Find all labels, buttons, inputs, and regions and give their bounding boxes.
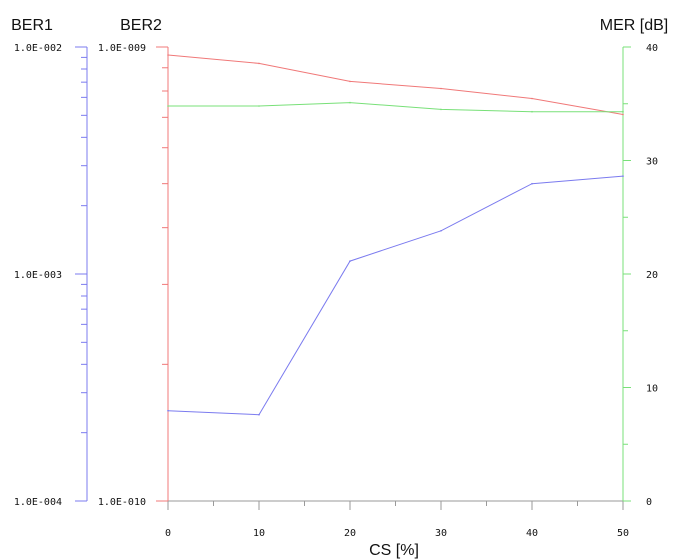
ber2-data-point <box>258 63 260 65</box>
mer-data-point <box>349 102 351 104</box>
x-tick-label: 10 <box>253 528 265 539</box>
ber1-data-point <box>167 410 169 412</box>
ber1-axis-title: BER1 <box>11 17 53 34</box>
ber1-data-point <box>349 260 351 262</box>
mer-series-line <box>168 103 623 112</box>
mer-tick-label: 20 <box>646 270 658 281</box>
mer-tick-label: 10 <box>646 384 658 395</box>
x-tick-label: 50 <box>617 528 629 539</box>
x-axis-title: CS [%] <box>369 542 419 559</box>
mer-axis-title: MER [dB] <box>600 17 668 34</box>
mer-tick-label: 40 <box>646 43 658 54</box>
ber1-tick-label: 1.0E-003 <box>14 270 62 281</box>
ber2-data-point <box>440 88 442 90</box>
ber1-data-point <box>440 230 442 232</box>
ber2-data-point <box>531 98 533 100</box>
mer-data-point <box>167 105 169 107</box>
series-group <box>167 54 624 415</box>
x-tick-label: 0 <box>165 528 171 539</box>
ber2-tick-label: 1.0E-010 <box>98 497 146 508</box>
ber2-tick-label: 1.0E-009 <box>98 43 146 54</box>
mer-tick-label: 0 <box>646 497 652 508</box>
mer-data-point <box>622 111 624 113</box>
ber2-data-point <box>167 54 169 56</box>
ber1-series-line <box>168 176 623 415</box>
ber1-tick-label: 1.0E-002 <box>14 43 62 54</box>
ber1-data-point <box>622 175 624 177</box>
ber1-tick-label: 1.0E-004 <box>14 497 62 508</box>
x-tick-label: 20 <box>344 528 356 539</box>
mer-data-point <box>531 111 533 113</box>
x-tick-label: 30 <box>435 528 447 539</box>
ber1-data-point <box>531 183 533 185</box>
ber2-axis-title: BER2 <box>120 17 162 34</box>
mer-data-point <box>258 105 260 107</box>
axes-group: 0 10 20 30 40 50 1.0E-002 1.0E-003 1.0E-004 1.0E-… <box>14 43 658 539</box>
ber2-data-point <box>622 114 624 116</box>
mer-tick-label: 30 <box>646 157 658 168</box>
mer-data-point <box>440 109 442 111</box>
ber2-data-point <box>349 81 351 83</box>
x-tick-label: 40 <box>526 528 538 539</box>
ber1-data-point <box>258 414 260 416</box>
